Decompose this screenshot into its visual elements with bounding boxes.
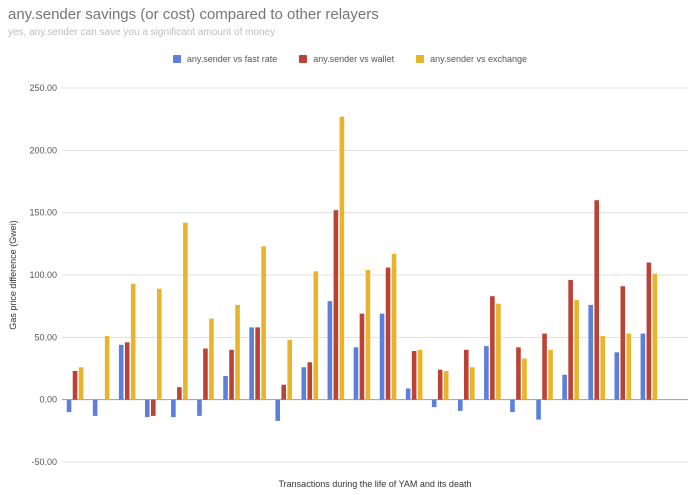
bar: [144, 399, 150, 418]
bar: [437, 369, 443, 400]
bar: [574, 299, 579, 400]
bar: [411, 351, 417, 400]
bar: [301, 367, 307, 400]
chart-title: any.sender savings (or cost) compared to…: [8, 6, 379, 23]
bar: [118, 344, 124, 400]
bar: [391, 253, 397, 400]
bar: [431, 399, 437, 408]
bar: [327, 301, 333, 400]
bar: [646, 262, 652, 400]
bar: [385, 267, 391, 400]
legend-item: any.sender vs exchange: [416, 54, 527, 64]
bar: [235, 304, 240, 400]
bar: [78, 367, 84, 400]
y-tick-label: 100.00: [29, 270, 57, 280]
bar: [405, 388, 411, 400]
chart-subtitle: yes, any.sender can save you a significa…: [8, 27, 276, 38]
bar: [255, 327, 260, 400]
bar: [353, 347, 359, 400]
bar: [536, 399, 541, 420]
legend-label: any.sender vs wallet: [313, 54, 395, 64]
bar: [203, 348, 208, 400]
bar: [614, 352, 620, 400]
bar: [463, 349, 469, 400]
bar: [171, 399, 176, 418]
bar: [156, 288, 162, 400]
bar: [568, 279, 573, 400]
bar: [281, 384, 287, 400]
bar: [562, 374, 567, 400]
legend-item: any.sender vs wallet: [299, 54, 394, 64]
bar: [457, 399, 463, 411]
bar: [626, 333, 632, 400]
legend-swatch: [172, 55, 181, 63]
x-axis-title: Transactions during the life of YAM and …: [279, 479, 472, 489]
y-tick-label: 0.00: [39, 395, 57, 405]
bar: [490, 296, 495, 400]
bar: [66, 399, 72, 413]
legend: any.sender vs fast rate any.sender vs wal…: [0, 54, 700, 64]
bar: [443, 370, 449, 400]
y-tick-label: 50.00: [34, 332, 57, 342]
bar: [594, 200, 600, 400]
y-tick-label: -50.00: [31, 457, 57, 467]
bar: [197, 399, 202, 416]
bar: [339, 116, 345, 400]
bar: [150, 399, 156, 416]
bar: [542, 333, 547, 400]
bar: [522, 358, 527, 400]
bar: [287, 339, 293, 400]
bar: [588, 304, 594, 400]
bar: [469, 367, 475, 400]
bar: [496, 303, 501, 400]
bar: [177, 387, 182, 400]
bar: [229, 349, 234, 400]
y-axis-title: Gas price difference (Gwei): [8, 220, 18, 329]
bar: [249, 327, 254, 400]
bar: [72, 370, 78, 400]
bar: [104, 336, 110, 400]
bar: [209, 318, 214, 400]
legend-swatch: [416, 55, 425, 63]
y-tick-label: 250.00: [29, 83, 57, 93]
bar: [652, 273, 658, 400]
bar: [516, 347, 521, 400]
legend-label: any.sender vs fast rate: [186, 54, 278, 64]
bar: [275, 399, 281, 421]
bar: [510, 399, 515, 413]
bar: [313, 271, 319, 400]
bar: [333, 210, 339, 400]
bar: [130, 283, 136, 400]
bar: [359, 313, 365, 400]
bar: [417, 349, 423, 400]
bar: [379, 313, 385, 400]
bar: [484, 346, 489, 400]
legend-label: any.sender vs exchange: [430, 54, 528, 64]
bar: [365, 270, 371, 400]
bar: [183, 222, 188, 400]
bar: [223, 375, 228, 400]
bar: [307, 362, 313, 400]
bar: [261, 246, 266, 400]
legend-swatch: [299, 55, 308, 63]
bar: [124, 342, 130, 400]
legend-item: any.sender vs fast rate: [172, 54, 278, 64]
bar: [600, 336, 606, 400]
y-tick-label: 150.00: [29, 208, 57, 218]
bar: [548, 349, 553, 400]
bar: [92, 399, 98, 416]
y-tick-label: 200.00: [29, 145, 57, 155]
bar: [640, 333, 646, 400]
bar: [620, 286, 626, 400]
